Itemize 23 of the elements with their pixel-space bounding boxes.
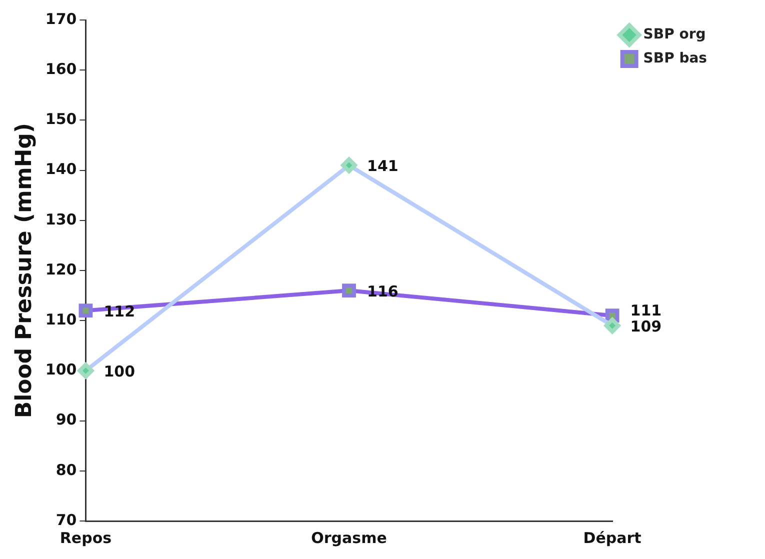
y-tick-label: 110 — [45, 310, 77, 328]
point — [78, 304, 93, 318]
data-label: 109 — [630, 318, 662, 336]
y-tick-label: 80 — [56, 460, 77, 479]
y-tick-label: 90 — [56, 410, 77, 429]
y-tick-label: 160 — [45, 60, 77, 78]
legend-label: SBP bas — [643, 50, 708, 67]
legend-label: SBP org — [643, 26, 706, 43]
y-tick-label: 120 — [45, 260, 77, 278]
y-tick-label: 140 — [45, 160, 77, 178]
x-tick-label: Repos — [60, 528, 112, 547]
data-label: 100 — [104, 362, 136, 381]
y-tick-label: 170 — [45, 10, 77, 28]
y-tick-label: 130 — [45, 210, 77, 228]
x-tick-label: Orgasme — [311, 528, 387, 547]
point — [342, 284, 356, 298]
y-tick-label: 70 — [56, 510, 77, 529]
y-tick-label: 150 — [45, 110, 77, 128]
data-label: 141 — [367, 157, 398, 176]
data-label: 111 — [630, 302, 662, 320]
y-tick-label: 100 — [45, 360, 77, 379]
y-axis-title: Blood Pressure (mmHg) — [12, 122, 37, 418]
x-tick-label: Départ — [583, 528, 642, 547]
